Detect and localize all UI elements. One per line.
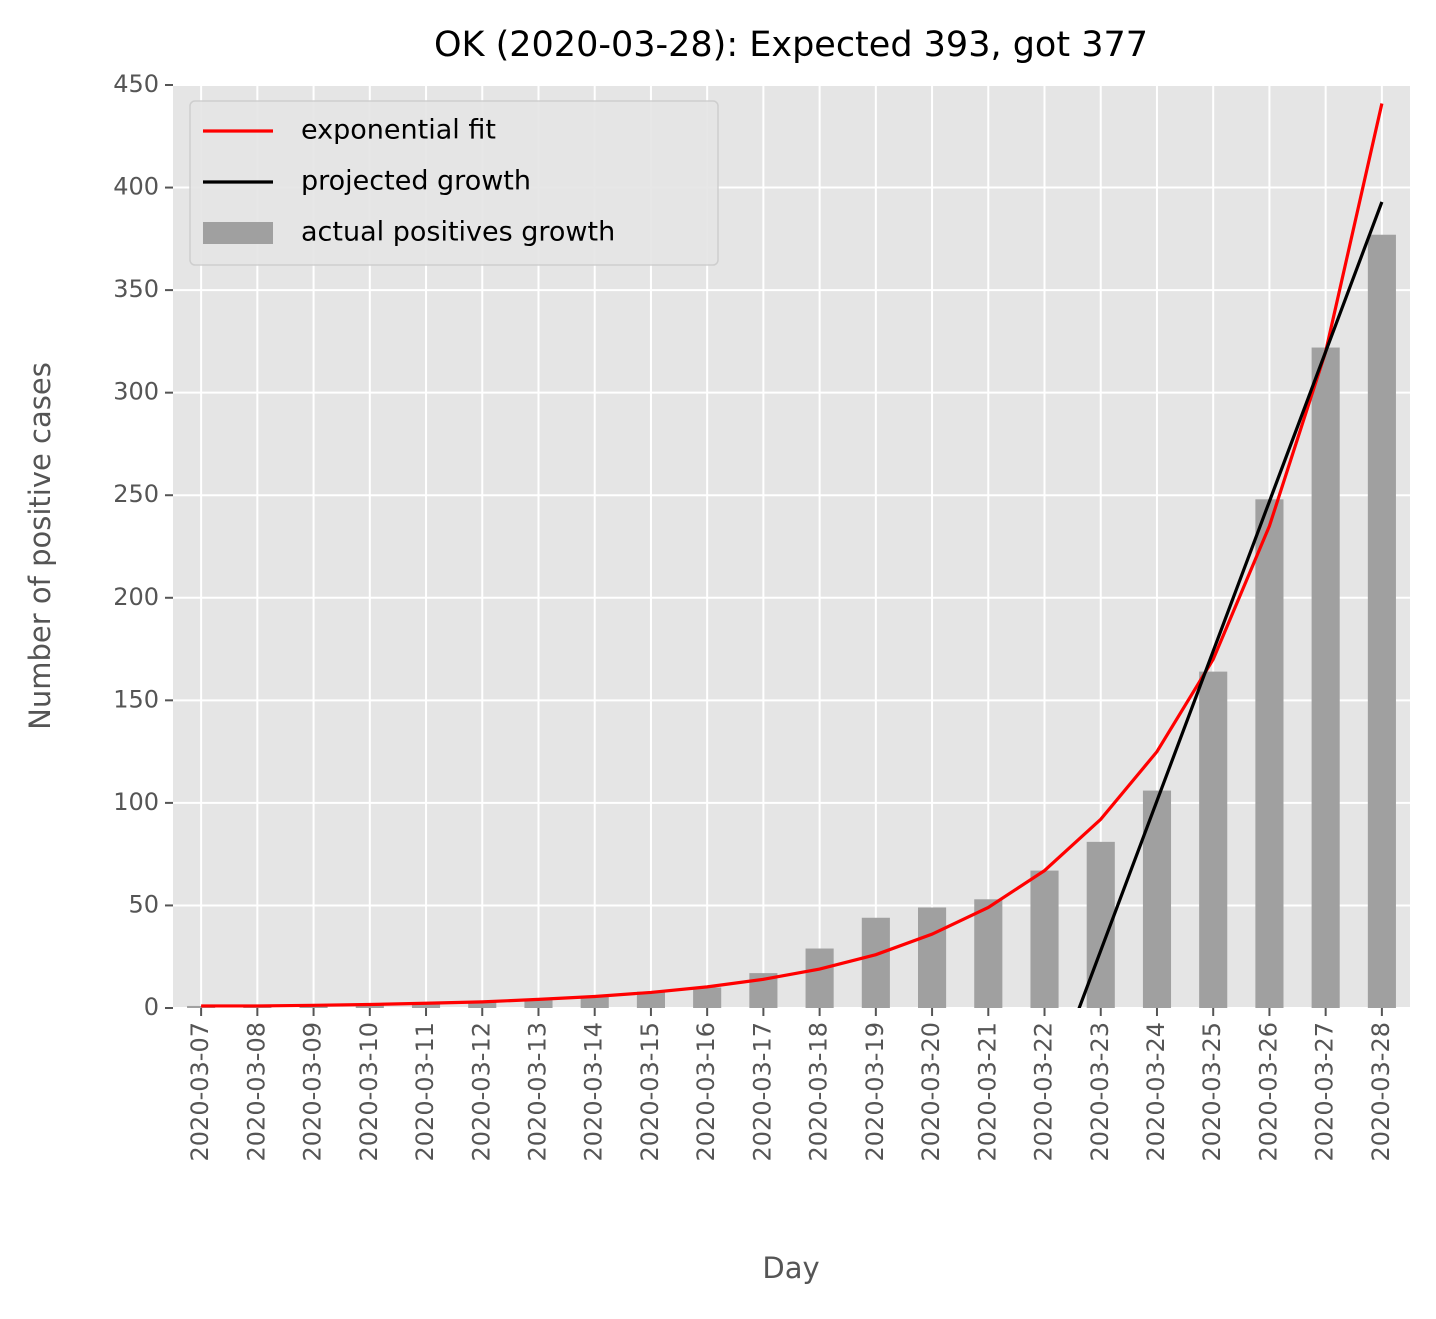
y-tick-label: 400 xyxy=(113,173,159,201)
bar xyxy=(1311,347,1340,1008)
x-tick-label: 2020-03-26 xyxy=(1254,1022,1282,1161)
x-tick-label: 2020-03-28 xyxy=(1367,1022,1395,1161)
legend-label: actual positives growth xyxy=(301,217,615,248)
x-tick-label: 2020-03-27 xyxy=(1311,1022,1339,1161)
x-tick-label: 2020-03-19 xyxy=(861,1022,889,1161)
x-tick-label: 2020-03-18 xyxy=(805,1022,833,1161)
bar xyxy=(918,907,947,1008)
x-tick-label: 2020-03-23 xyxy=(1086,1022,1114,1161)
x-tick-label: 2020-03-24 xyxy=(1142,1022,1170,1161)
legend-swatch xyxy=(203,222,273,244)
bar xyxy=(580,995,609,1008)
x-tick-label: 2020-03-09 xyxy=(299,1022,327,1161)
bar xyxy=(1199,671,1228,1008)
plot-content xyxy=(187,103,1396,1008)
x-tick-label: 2020-03-22 xyxy=(1030,1022,1058,1161)
y-tick-label: 50 xyxy=(128,890,159,918)
chart-title: OK (2020-03-28): Expected 393, got 377 xyxy=(434,25,1148,65)
legend-label: projected growth xyxy=(301,166,531,197)
bar xyxy=(1367,234,1396,1008)
y-tick-label: 200 xyxy=(113,583,159,611)
y-tick-label: 350 xyxy=(113,275,159,303)
bar xyxy=(693,987,722,1008)
bar xyxy=(974,899,1003,1008)
x-axis-label: Day xyxy=(762,1251,819,1285)
y-tick-label: 300 xyxy=(113,378,159,406)
bar xyxy=(805,948,834,1008)
bar xyxy=(468,1001,497,1008)
legend-label: exponential fit xyxy=(301,115,496,146)
bar xyxy=(299,1005,328,1008)
line xyxy=(1077,201,1384,1008)
y-tick-label: 100 xyxy=(113,788,159,816)
x-tick-label: 2020-03-11 xyxy=(411,1022,439,1161)
x-tick-label: 2020-03-16 xyxy=(692,1022,720,1161)
x-tick-label: 2020-03-20 xyxy=(917,1022,945,1161)
bar xyxy=(861,917,890,1008)
x-tick-label: 2020-03-13 xyxy=(523,1022,551,1161)
y-tick-label: 150 xyxy=(113,685,159,713)
y-tick-label: 0 xyxy=(144,993,159,1021)
y-tick-label: 450 xyxy=(113,70,159,98)
bar xyxy=(1030,870,1059,1008)
legend-box xyxy=(189,100,719,266)
y-tick-label: 250 xyxy=(113,480,159,508)
x-tick-label: 2020-03-17 xyxy=(748,1022,776,1161)
bar xyxy=(636,991,665,1008)
x-tick-label: 2020-03-15 xyxy=(636,1022,664,1161)
x-tick-label: 2020-03-14 xyxy=(580,1022,608,1161)
bar xyxy=(524,999,553,1008)
x-tick-label: 2020-03-21 xyxy=(973,1022,1001,1161)
x-tick-label: 2020-03-10 xyxy=(355,1022,383,1161)
y-axis-label: Number of positive cases xyxy=(23,362,57,730)
bar xyxy=(1255,499,1284,1008)
bar xyxy=(411,1003,441,1008)
x-tick-label: 2020-03-07 xyxy=(186,1022,214,1161)
x-tick-label: 2020-03-25 xyxy=(1198,1022,1226,1161)
x-tick-label: 2020-03-12 xyxy=(467,1022,495,1161)
x-tick-label: 2020-03-08 xyxy=(242,1022,270,1161)
line xyxy=(201,103,1384,1008)
